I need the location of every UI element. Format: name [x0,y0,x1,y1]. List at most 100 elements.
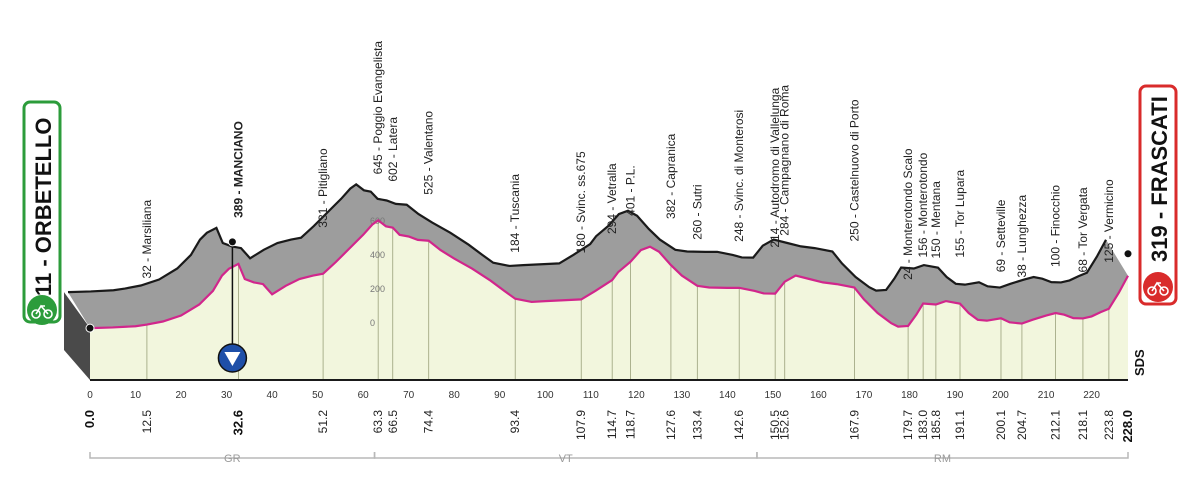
start-label: 11 - ORBETELLO [31,118,56,296]
waypoint-label: 250 - Castelnuovo di Porto [847,99,861,241]
km-label: 93.4 [508,410,522,434]
profile-line [89,218,1129,330]
distance-tick: 20 [175,390,187,401]
waypoint-label: 214 - Autodromo di Vallelunga [768,87,782,247]
distance-tick: 220 [1083,390,1100,401]
region-label: GR [224,453,241,465]
distance-tick: 130 [673,390,690,401]
elevation-tick-label: 0 [370,318,375,328]
distance-tick: 210 [1038,390,1055,401]
sprint-triangle-icon [224,352,241,366]
distance-tick: 120 [628,390,645,401]
waypoint-label: 69 - Setteville [994,199,1008,272]
profile-top-edge [67,182,1107,294]
distance-axis: 0 10 20 30 40 50 60 70 80 90 100 110 120 130 140 150 160… [82,390,1135,443]
distance-tick: 70 [403,390,415,401]
km-label: 12.5 [140,410,154,434]
km-label: 0.0 [82,410,97,428]
km-label: 32.6 [230,410,245,435]
distance-tick: 100 [537,390,554,401]
distance-tick: 140 [719,390,736,401]
km-label: 66.5 [386,410,400,434]
region-bracket [756,452,1129,459]
distance-tick: 30 [221,390,233,401]
km-label: 133.4 [690,410,704,440]
region-brackets: GR VT RM [89,452,1129,465]
waypoint-label: 260 - Sutri [690,184,704,239]
distance-tick: 0 [87,390,93,401]
km-label: 185.8 [929,410,943,440]
km-label: 118.7 [623,410,637,439]
km-label: 167.9 [847,410,861,440]
region-label: RM [934,453,951,465]
finish-label: 319 - FRASCATI [1147,96,1172,262]
waypoint-label: 284 - Campagnano di Roma [778,85,792,236]
km-label: 107.9 [574,410,588,440]
km-label: 183.0 [916,410,930,440]
sprint-marker [217,237,248,373]
waypoint-label: 294 - Vetralla [605,163,619,234]
start-point [85,323,95,333]
km-label: 114.7 [605,410,619,439]
waypoint-label: 602 - Latera [386,117,400,182]
km-label: 191.1 [953,410,967,440]
waypoint-label: 24 - Monterotondo Scalo [901,148,915,280]
km-label: 204.7 [1015,410,1029,440]
waypoint-label: 38 - Lunghezza [1015,194,1029,277]
km-label: 152.6 [778,410,792,440]
distance-tick: 200 [992,390,1009,401]
distance-tick: 50 [312,390,324,401]
waypoint-labels: 32 - Marsiliana 389 - MANCIANO 331 - Pitig… [140,41,1116,280]
waypoint-label: 525 - Valentano [422,111,436,195]
finish-marker: 319 - FRASCATI [1138,84,1178,306]
start-marker: 11 - ORBETELLO [22,100,62,325]
km-label: 212.1 [1049,410,1063,440]
distance-tick: 10 [130,390,142,401]
km-label: 51.2 [316,410,330,434]
waypoint-label: 389 - MANCIANO [231,121,245,218]
km-label: 150.5 [768,410,782,440]
finish-point [1123,249,1133,259]
waypoint-label: 382 - Capranica [664,133,678,219]
km-label: 228.0 [1120,410,1135,443]
profile-line-layer [67,182,1133,381]
km-label: 142.6 [732,410,746,440]
km-label: 223.8 [1102,410,1116,440]
km-label: 179.7 [901,410,915,440]
distance-tick: 90 [494,390,506,401]
waypoint-label: 248 - Svinc. di Monterosi [732,110,746,242]
waypoint-label: 645 - Poggio Evangelista [371,41,385,175]
distance-tick: 80 [449,390,461,401]
km-label: 127.6 [664,410,678,440]
waypoint-label: 155 - Tor Lupara [953,169,967,257]
sprint-point [227,237,237,247]
waypoint-label: 150 - Mentana [929,181,943,259]
finish-badge-frame [1138,84,1178,306]
distance-tick: 40 [267,390,279,401]
distance-tick: 190 [947,390,964,401]
waypoint-label: 401 - P.L. [623,165,637,215]
distance-tick: 170 [856,390,873,401]
start-bike-glyph [31,304,53,319]
km-label: 74.4 [422,410,436,434]
sds-logo: SDS [1132,349,1147,376]
distance-tick: 160 [810,390,827,401]
distance-tick: 60 [358,390,370,401]
waypoint-label: 100 - Finocchio [1049,185,1063,267]
distance-tick: 180 [901,390,918,401]
finish-bike-icon [1143,272,1173,302]
waypoint-label: 156 - Monterotondo [916,152,930,257]
region-label: VT [559,453,573,465]
km-label: 218.1 [1076,410,1090,440]
finish-bike-glyph [1147,281,1169,296]
elevation-tick-label: 200 [370,284,385,294]
km-label: 200.1 [994,410,1008,440]
profile-area [90,220,1128,380]
km-label: 63.3 [371,410,385,434]
waypoint-label: 125 - Vermicino [1102,179,1116,263]
start-bike-icon [27,295,57,325]
waypoint-label: 68 - Tor Vergata [1076,187,1090,272]
waypoint-label: 180 - Svinc. ss.675 [574,151,588,253]
